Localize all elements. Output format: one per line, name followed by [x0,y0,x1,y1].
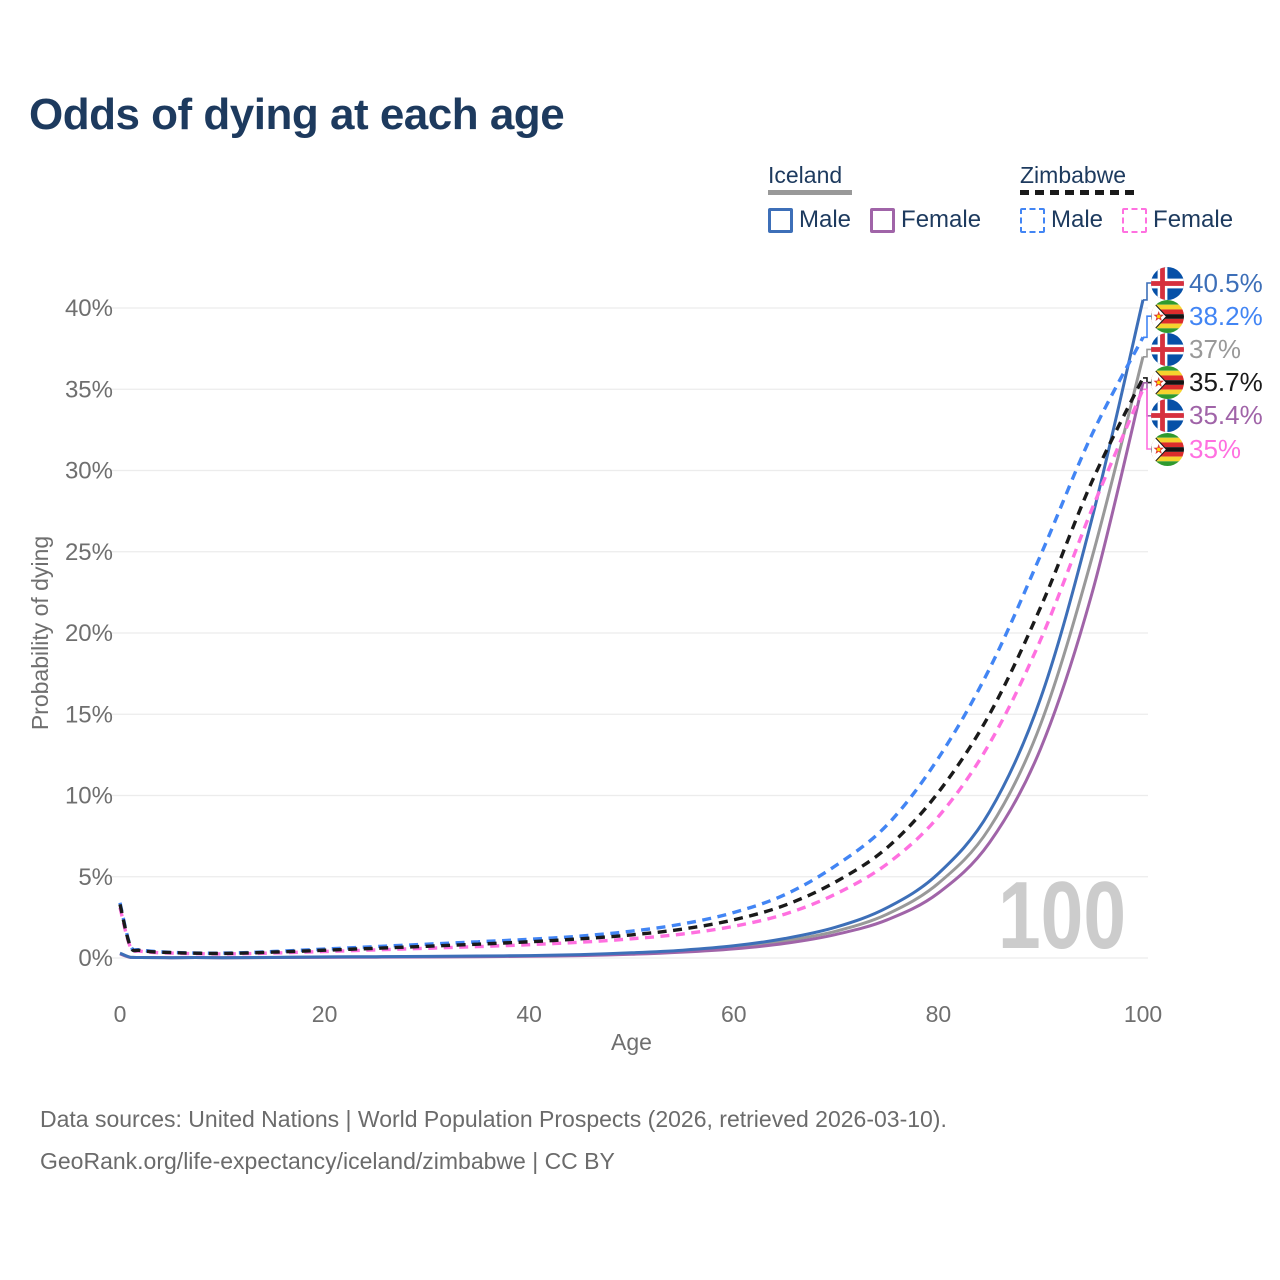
x-tick-label: 20 [312,1001,338,1027]
legend-country-zimbabwe[interactable]: Zimbabwe [1020,162,1127,188]
y-axis-title: Probability of dying [27,536,53,730]
end-label-iceland-both: 37% [1151,332,1241,366]
iceland-flag-icon [1151,266,1184,300]
y-tick-label: 0% [78,945,113,972]
data-sources-text: Data sources: United Nations | World Pop… [40,1106,947,1132]
y-tick-label: 40% [65,295,113,322]
end-label-zimbabwe-female: 35% [1151,432,1241,466]
end-label-connector [1143,315,1151,339]
zimbabwe-flag-icon [1151,299,1184,333]
series-line-iceland-male[interactable] [119,299,1145,960]
attribution-link-text[interactable]: GeoRank.org/life-expectancy/iceland/zimb… [40,1148,615,1174]
checkbox-zimbabwe-female[interactable] [1122,207,1148,233]
legend-group-zimbabwe: Zimbabwe Male Female [1020,162,1252,234]
end-label-iceland-male: 40.5% [1151,266,1263,300]
series-line-zimbabwe-both[interactable] [118,377,1145,956]
legend-label-iceland-female[interactable]: Female [901,206,982,233]
checkbox-iceland-male[interactable] [768,207,793,233]
legend-label-iceland-male[interactable]: Male [799,206,852,233]
x-axis-title: Age [611,1029,652,1055]
end-label-connector [1143,377,1151,384]
end-label-iceland-female: 35.4% [1151,399,1263,433]
checkbox-zimbabwe-male[interactable] [1020,207,1045,233]
iceland-flag-icon [1151,399,1184,433]
x-tick-label: 60 [721,1001,747,1027]
iceland-flag-icon [1151,332,1184,366]
checkbox-iceland-female[interactable] [870,207,896,233]
y-tick-label: 5% [78,864,113,891]
end-label-connector [1143,388,1151,450]
legend-label-zimbabwe-female[interactable]: Female [1153,206,1234,233]
end-label-zimbabwe-male: 38.2% [1151,299,1263,333]
page-title: Odds of dying at each age [29,90,565,139]
end-label-connector [1143,282,1151,301]
legend-label-zimbabwe-male[interactable]: Male [1051,206,1104,233]
zimbabwe-flag-icon [1151,432,1184,466]
series-line-zimbabwe-female[interactable] [118,388,1145,956]
legend-underline-zimbabwe-dashed [1020,190,1140,195]
x-tick-label: 100 [1124,1001,1162,1027]
y-tick-label: 15% [65,701,113,728]
end-label-connector [1143,348,1151,358]
series-line-iceland-both[interactable] [119,356,1145,960]
zimbabwe-flag-icon [1151,366,1184,400]
legend-country-iceland[interactable]: Iceland [768,162,843,188]
x-tick-label: 80 [926,1001,952,1027]
x-tick-label: 0 [114,1001,127,1027]
y-tick-label: 20% [65,620,113,647]
y-tick-label: 30% [65,458,113,485]
y-tick-label: 10% [65,783,113,810]
legend-group-iceland: Iceland Male Female [768,162,1000,234]
series-line-zimbabwe-male[interactable] [118,336,1145,955]
watermark-max-age: 100 [998,862,1126,969]
series-line-iceland-female[interactable] [119,382,1145,960]
end-label-zimbabwe-both: 35.7% [1151,366,1263,400]
y-tick-label: 25% [65,539,113,566]
legend-underline-iceland-solid [768,190,852,195]
y-tick-label: 35% [65,376,113,403]
x-tick-label: 40 [516,1001,542,1027]
